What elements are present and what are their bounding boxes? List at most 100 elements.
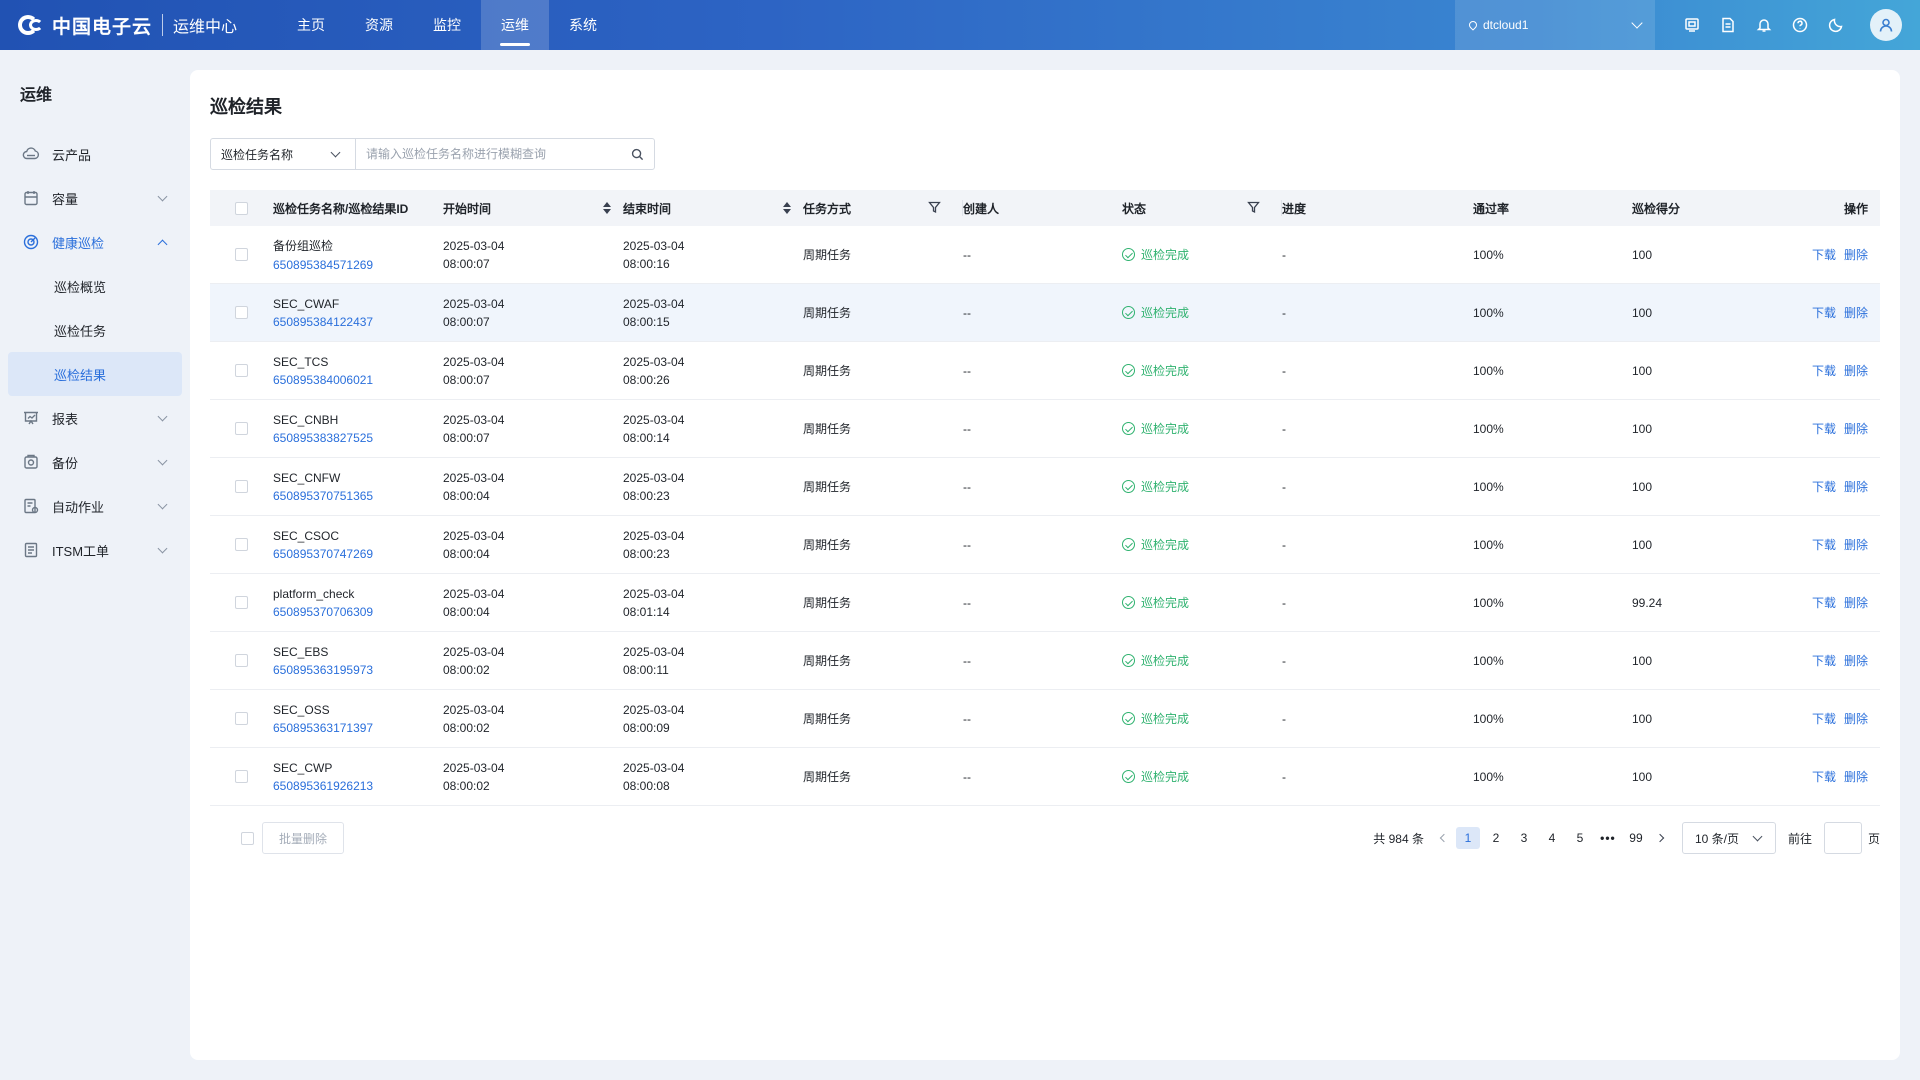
- sidebar-item-backup[interactable]: 备份: [8, 440, 182, 484]
- download-button[interactable]: 下载: [1811, 364, 1836, 378]
- download-button[interactable]: 下载: [1811, 480, 1836, 494]
- footer-select-all-checkbox[interactable]: [241, 832, 254, 845]
- sidebar-subitem-overview[interactable]: 巡检概览: [54, 279, 107, 295]
- sort-icon[interactable]: [603, 202, 611, 214]
- sidebar-subitem-results[interactable]: 巡检结果: [8, 352, 182, 396]
- delete-button[interactable]: 删除: [1843, 538, 1868, 552]
- logo[interactable]: 中国电子云 运维中心: [0, 0, 237, 50]
- download-button[interactable]: 下载: [1811, 538, 1836, 552]
- start-time: 08:00:02: [443, 662, 490, 677]
- search-button[interactable]: [620, 139, 654, 169]
- page-number[interactable]: 99: [1629, 831, 1643, 845]
- start-date: 2025-03-04: [443, 586, 505, 601]
- select-all-checkbox[interactable]: [235, 201, 248, 215]
- row-checkbox[interactable]: [235, 364, 248, 377]
- search-input[interactable]: [356, 139, 620, 169]
- row-checkbox[interactable]: [235, 712, 248, 725]
- result-id-link[interactable]: 650895370706309: [273, 604, 374, 619]
- document-icon[interactable]: [1710, 0, 1746, 50]
- download-button[interactable]: 下载: [1811, 422, 1836, 436]
- download-button[interactable]: 下载: [1811, 596, 1836, 610]
- next-page-button[interactable]: [1650, 826, 1670, 850]
- delete-button[interactable]: 删除: [1843, 712, 1868, 726]
- table-row[interactable]: SEC_OSS 650895363171397 2025-03-04 08:00:02…: [210, 690, 1880, 748]
- column-header-start-time[interactable]: 开始时间: [443, 190, 623, 226]
- download-button[interactable]: 下载: [1811, 654, 1836, 668]
- result-id-link[interactable]: 650895363195973: [273, 662, 374, 677]
- goto-page-input[interactable]: [1823, 822, 1862, 854]
- result-id-link[interactable]: 650895383827525: [273, 430, 374, 445]
- table-row[interactable]: SEC_CNFW 650895370751365 2025-03-04 08:00:0…: [210, 458, 1880, 516]
- help-icon[interactable]: [1782, 0, 1818, 50]
- sidebar-item-itsm[interactable]: ITSM工单: [8, 528, 182, 572]
- page-size-select[interactable]: 10 条/页: [1681, 822, 1776, 854]
- page-number[interactable]: 5: [1576, 831, 1584, 845]
- row-checkbox[interactable]: [235, 480, 248, 493]
- download-button[interactable]: 下载: [1811, 248, 1836, 262]
- prev-page-button[interactable]: [1434, 826, 1454, 850]
- nav-tab[interactable]: 监控: [433, 17, 462, 33]
- page-ellipsis[interactable]: •••: [1600, 831, 1616, 845]
- table-row[interactable]: SEC_CWP 650895361926213 2025-03-04 08:00:02…: [210, 748, 1880, 806]
- page-number[interactable]: 1: [1455, 827, 1480, 849]
- top-bar: 中国电子云 运维中心 主页 资源 监控 运维 系统 dtcloud1: [0, 0, 1920, 50]
- nav-tab[interactable]: 系统: [569, 17, 598, 33]
- download-button[interactable]: 下载: [1811, 770, 1836, 784]
- result-id-link[interactable]: 650895363171397: [273, 720, 374, 735]
- table-row[interactable]: 备份组巡检 650895384571269 2025-03-04 08:00:07 20…: [210, 226, 1880, 284]
- page-number[interactable]: 2: [1492, 831, 1500, 845]
- page-number[interactable]: 3: [1520, 831, 1528, 845]
- moon-icon[interactable]: [1818, 0, 1854, 50]
- row-checkbox[interactable]: [235, 306, 248, 319]
- batch-delete-button[interactable]: 批量删除: [262, 822, 344, 854]
- screen-icon[interactable]: [1674, 0, 1710, 50]
- sidebar-item-cloud-products[interactable]: 云产品: [8, 132, 182, 176]
- row-checkbox[interactable]: [235, 654, 248, 667]
- result-id-link[interactable]: 650895361926213: [273, 778, 374, 793]
- delete-button[interactable]: 删除: [1843, 364, 1868, 378]
- sidebar-item-automation[interactable]: 自动作业: [8, 484, 182, 528]
- filter-icon[interactable]: [928, 201, 941, 214]
- delete-button[interactable]: 删除: [1843, 480, 1868, 494]
- table-row[interactable]: SEC_CSOC 650895370747269 2025-03-04 08:00:0…: [210, 516, 1880, 574]
- delete-button[interactable]: 删除: [1843, 306, 1868, 320]
- result-id-link[interactable]: 650895384122437: [273, 314, 374, 329]
- delete-button[interactable]: 删除: [1843, 248, 1868, 262]
- row-checkbox[interactable]: [235, 770, 248, 783]
- column-header-end-time[interactable]: 结束时间: [623, 190, 803, 226]
- table-row[interactable]: platform_check 650895370706309 2025-03-04 0…: [210, 574, 1880, 632]
- page-number[interactable]: 4: [1548, 831, 1556, 845]
- delete-button[interactable]: 删除: [1843, 654, 1868, 668]
- table-row[interactable]: SEC_EBS 650895363195973 2025-03-04 08:00:02…: [210, 632, 1880, 690]
- delete-button[interactable]: 删除: [1843, 770, 1868, 784]
- sidebar-item-reports[interactable]: 报表: [8, 396, 182, 440]
- task-name-cell: 备份组巡检 650895384571269: [273, 226, 443, 283]
- avatar[interactable]: [1870, 9, 1902, 41]
- search-field-select[interactable]: 巡检任务名称: [211, 139, 356, 169]
- result-id-link[interactable]: 650895384006021: [273, 372, 374, 387]
- table-row[interactable]: SEC_CNBH 650895383827525 2025-03-04 08:00:0…: [210, 400, 1880, 458]
- nav-tab[interactable]: 运维: [481, 0, 550, 50]
- table-row[interactable]: SEC_TCS 650895384006021 2025-03-04 08:00:07…: [210, 342, 1880, 400]
- table-row[interactable]: SEC_CWAF 650895384122437 2025-03-04 08:00:0…: [210, 284, 1880, 342]
- download-button[interactable]: 下载: [1811, 712, 1836, 726]
- row-checkbox[interactable]: [235, 248, 248, 261]
- delete-button[interactable]: 删除: [1843, 422, 1868, 436]
- delete-button[interactable]: 删除: [1843, 596, 1868, 610]
- sidebar-item-capacity[interactable]: 容量: [8, 176, 182, 220]
- download-button[interactable]: 下载: [1811, 306, 1836, 320]
- nav-tab[interactable]: 资源: [365, 17, 394, 33]
- sort-icon[interactable]: [783, 202, 791, 214]
- result-id-link[interactable]: 650895370747269: [273, 546, 374, 561]
- nav-tab[interactable]: 主页: [297, 17, 326, 33]
- row-checkbox[interactable]: [235, 538, 248, 551]
- bell-icon[interactable]: [1746, 0, 1782, 50]
- region-selector[interactable]: dtcloud1: [1455, 0, 1655, 50]
- result-id-link[interactable]: 650895370751365: [273, 488, 374, 503]
- filter-icon[interactable]: [1247, 201, 1260, 214]
- row-checkbox[interactable]: [235, 596, 248, 609]
- sidebar-subitem-tasks[interactable]: 巡检任务: [54, 323, 107, 339]
- row-checkbox[interactable]: [235, 422, 248, 435]
- sidebar-item-health-check[interactable]: 健康巡检: [8, 220, 182, 264]
- result-id-link[interactable]: 650895384571269: [273, 258, 374, 272]
